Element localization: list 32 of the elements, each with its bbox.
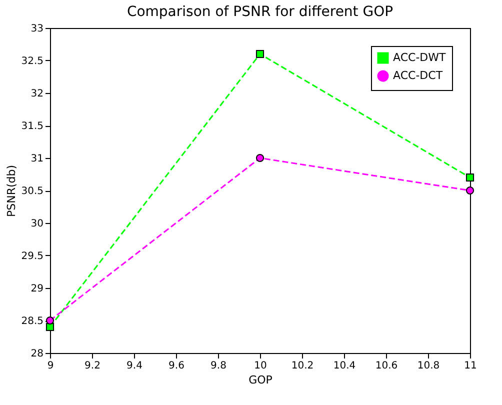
x-tick-label: 10.6 [375, 360, 398, 372]
x-tick-label: 10 [254, 360, 267, 372]
point [256, 50, 264, 58]
y-tick-label: 31.5 [21, 121, 44, 132]
x-axis-title: GOP [248, 374, 273, 386]
x-tick-label: 10.2 [291, 360, 314, 372]
x-tick-label: 9.6 [168, 360, 184, 372]
y-tick-label: 28.5 [21, 316, 44, 327]
legend-label: ACC-DWT [393, 51, 446, 64]
point [256, 154, 264, 162]
x-tick-label: 11 [464, 360, 477, 372]
y-tick-label: 32 [30, 88, 44, 100]
y-tick-label: 30 [30, 218, 44, 230]
y-tick-label: 31 [30, 154, 44, 164]
y-axis-title: PSNR(db) [5, 164, 18, 218]
x-tick-label: 9.2 [84, 360, 100, 372]
x-tick-label: 9 [47, 360, 54, 372]
y-tick-label: 29 [30, 284, 44, 294]
x-tick-label: 9.8 [210, 360, 226, 372]
x-tick-label: 10.8 [417, 360, 440, 372]
y-tick-label: 28 [30, 348, 44, 360]
y-tick-label: 33 [30, 24, 44, 34]
point [466, 186, 474, 195]
chart-title: Comparison of PSNR for different GOP [126, 4, 394, 20]
x-tick-label: 10.4 [333, 360, 356, 372]
point [46, 316, 54, 325]
point [466, 173, 474, 182]
legend-label: ACC-DCT [393, 69, 443, 82]
x-tick-label: 9.4 [126, 360, 142, 372]
y-tick-label: 32.5 [21, 56, 44, 67]
y-tick-label: 29.5 [21, 251, 44, 262]
y-tick-label: 30.5 [21, 186, 44, 197]
